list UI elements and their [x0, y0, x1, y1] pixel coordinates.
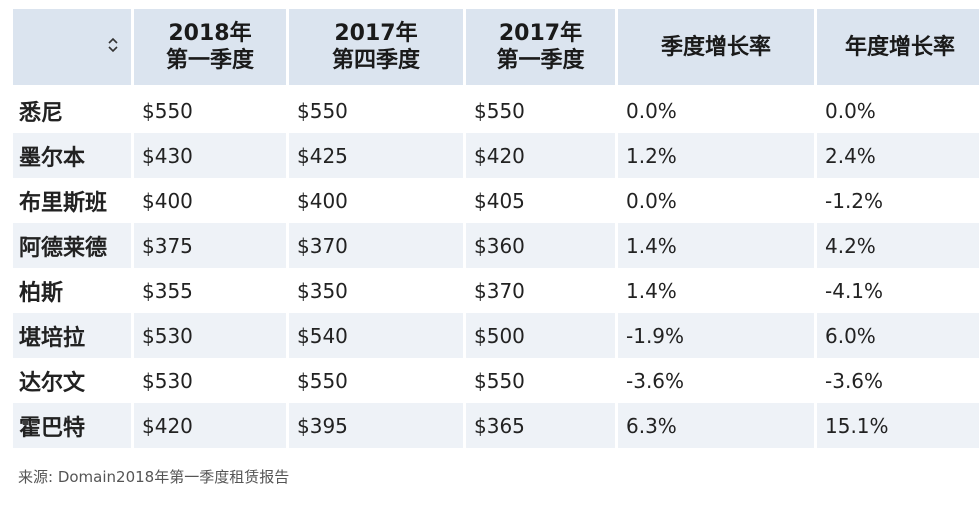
- value-cell: $370: [289, 223, 463, 268]
- value-cell: 0.0%: [817, 88, 979, 133]
- value-cell: $530: [134, 358, 286, 403]
- value-cell: 0.0%: [618, 178, 814, 223]
- rental-table-container: 2018年 第一季度 2017年 第四季度 2017年 第一季度 季度增长率 年度增长率 悉尼…: [10, 9, 979, 448]
- column-header-line: 2018年: [168, 21, 252, 46]
- table-row: 霍巴特 $420 $395 $365 6.3% 15.1%: [13, 403, 979, 448]
- value-cell: $430: [134, 133, 286, 178]
- column-header: 2017年 第一季度: [466, 9, 615, 88]
- table-row: 悉尼 $550 $550 $550 0.0% 0.0%: [13, 88, 979, 133]
- city-cell: 墨尔本: [13, 133, 131, 178]
- value-cell: $400: [289, 178, 463, 223]
- table-row: 达尔文 $530 $550 $550 -3.6% -3.6%: [13, 358, 979, 403]
- value-cell: -1.9%: [618, 313, 814, 358]
- value-cell: $365: [466, 403, 615, 448]
- table-row: 布里斯班 $400 $400 $405 0.0% -1.2%: [13, 178, 979, 223]
- value-cell: $425: [289, 133, 463, 178]
- value-cell: $405: [466, 178, 615, 223]
- value-cell: $550: [289, 358, 463, 403]
- table-row: 墨尔本 $430 $425 $420 1.2% 2.4%: [13, 133, 979, 178]
- city-cell: 霍巴特: [13, 403, 131, 448]
- column-header-line: 2017年: [334, 21, 418, 46]
- value-cell: $400: [134, 178, 286, 223]
- table-body: 悉尼 $550 $550 $550 0.0% 0.0% 墨尔本 $430 $425 $420 1.2…: [13, 88, 979, 448]
- value-cell: $360: [466, 223, 615, 268]
- value-cell: -3.6%: [618, 358, 814, 403]
- value-cell: -1.2%: [817, 178, 979, 223]
- column-header: 季度增长率: [618, 9, 814, 88]
- value-cell: 1.2%: [618, 133, 814, 178]
- value-cell: 2.4%: [817, 133, 979, 178]
- value-cell: 6.3%: [618, 403, 814, 448]
- value-cell: $370: [466, 268, 615, 313]
- city-cell: 达尔文: [13, 358, 131, 403]
- column-header-line: 年度增长率: [844, 34, 955, 60]
- column-header-line: 第四季度: [331, 48, 420, 73]
- value-cell: $350: [289, 268, 463, 313]
- column-header: 2018年 第一季度: [134, 9, 286, 88]
- sort-column-header[interactable]: [13, 9, 131, 88]
- value-cell: $500: [466, 313, 615, 358]
- value-cell: $550: [466, 358, 615, 403]
- value-cell: $550: [466, 88, 615, 133]
- city-cell: 悉尼: [13, 88, 131, 133]
- column-header-line: 第一季度: [165, 48, 254, 73]
- value-cell: $355: [134, 268, 286, 313]
- value-cell: 6.0%: [817, 313, 979, 358]
- sort-updown-icon[interactable]: [107, 36, 119, 54]
- value-cell: $375: [134, 223, 286, 268]
- value-cell: $530: [134, 313, 286, 358]
- city-cell: 柏斯: [13, 268, 131, 313]
- table-row: 堪培拉 $530 $540 $500 -1.9% 6.0%: [13, 313, 979, 358]
- value-cell: -3.6%: [817, 358, 979, 403]
- value-cell: $550: [134, 88, 286, 133]
- table-header-row: 2018年 第一季度 2017年 第四季度 2017年 第一季度 季度增长率 年度增长率: [13, 9, 979, 88]
- column-header-line: 2017年: [498, 21, 583, 46]
- value-cell: 15.1%: [817, 403, 979, 448]
- value-cell: $420: [134, 403, 286, 448]
- table-row: 柏斯 $355 $350 $370 1.4% -4.1%: [13, 268, 979, 313]
- value-cell: 1.4%: [618, 223, 814, 268]
- value-cell: 4.2%: [817, 223, 979, 268]
- column-header-line: 第一季度: [496, 48, 585, 73]
- value-cell: $550: [289, 88, 463, 133]
- rental-table: 2018年 第一季度 2017年 第四季度 2017年 第一季度 季度增长率 年度增长率 悉尼…: [10, 9, 979, 448]
- column-header: 年度增长率: [817, 9, 979, 88]
- value-cell: 1.4%: [618, 268, 814, 313]
- value-cell: $420: [466, 133, 615, 178]
- value-cell: 0.0%: [618, 88, 814, 133]
- city-cell: 阿德莱德: [13, 223, 131, 268]
- value-cell: -4.1%: [817, 268, 979, 313]
- value-cell: $395: [289, 403, 463, 448]
- value-cell: $540: [289, 313, 463, 358]
- column-header-line: 季度增长率: [660, 34, 771, 60]
- source-note: 来源: Domain2018年第一季度租赁报告: [18, 468, 290, 486]
- city-cell: 布里斯班: [13, 178, 131, 223]
- city-cell: 堪培拉: [13, 313, 131, 358]
- table-row: 阿德莱德 $375 $370 $360 1.4% 4.2%: [13, 223, 979, 268]
- column-header: 2017年 第四季度: [289, 9, 463, 88]
